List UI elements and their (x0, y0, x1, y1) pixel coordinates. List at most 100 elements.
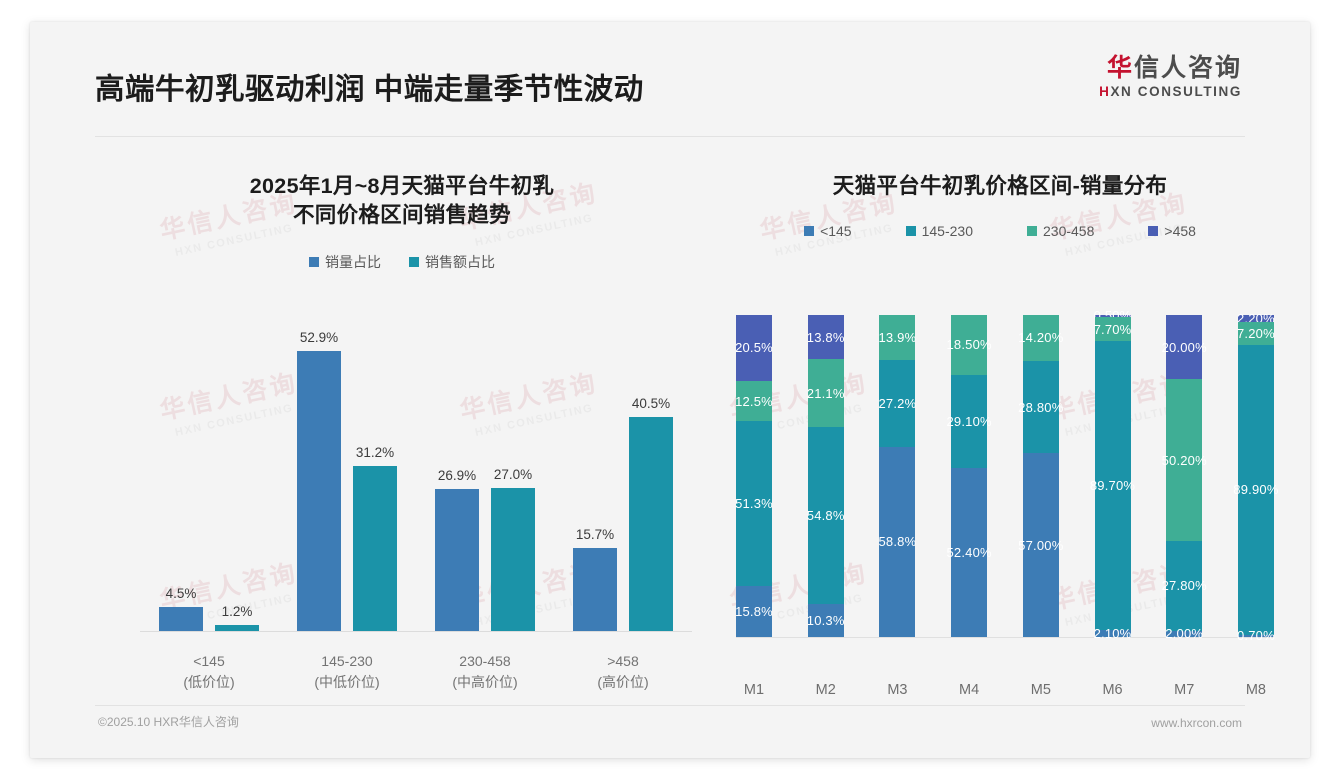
stacked-bar-segment[interactable]: 28.80% (1018, 360, 1063, 454)
bar-rect[interactable] (215, 624, 259, 631)
bar-column[interactable]: 4.5% (159, 325, 203, 631)
stacked-bar-segment[interactable]: 54.8% (807, 427, 844, 604)
bar-column[interactable]: 52.9% (297, 325, 341, 631)
stacked-bar-segment[interactable]: 2.00% (1165, 626, 1203, 641)
stacked-bar-segment[interactable]: 2.20% (1237, 311, 1275, 326)
bar-rect[interactable] (297, 351, 341, 631)
axis-category-main: 230-458 (459, 653, 511, 670)
bar-value-label: 27.0% (493, 467, 533, 483)
segment-value-label: 52.40% (946, 545, 992, 561)
stacked-bar-segment[interactable]: 20.00% (1162, 315, 1207, 380)
stacked-bar-segment[interactable]: 29.10% (946, 374, 992, 469)
bar-group: 26.9% 27.0% (416, 325, 554, 631)
bar-column[interactable]: 1.2% (215, 325, 259, 631)
stacked-bar-column[interactable]: 13.9% 27.2% 58.8% (878, 315, 917, 637)
segment-value-label: 14.20% (1018, 330, 1064, 346)
segment-value-label: 57.00% (1018, 537, 1064, 553)
bar-column[interactable]: 27.0% (491, 325, 535, 631)
bar-column[interactable]: 40.5% (629, 325, 673, 631)
legend-item-gt458[interactable]: >458 (1148, 223, 1196, 239)
segment-value-label: 0.70% (1236, 628, 1275, 644)
segment-value-label: 15.8% (735, 604, 773, 620)
segment-value-label: 27.80% (1161, 578, 1207, 594)
left-chart-title-line2: 不同价格区间销售趋势 (292, 203, 511, 228)
stacked-bar-column[interactable]: 0.50%7.70%89.70%2.10% (1090, 308, 1135, 641)
legend-label: <145 (820, 223, 852, 240)
legend-item-145-230[interactable]: 145-230 (905, 223, 973, 240)
bar-column[interactable]: 31.2% (353, 325, 397, 631)
slide-header: 高端牛初乳驱动利润 中端走量季节性波动 华信人咨询 HXN CONSULTING (30, 22, 1310, 122)
stacked-bar-segment[interactable]: 10.3% (807, 603, 844, 637)
segment-value-label: 51.3% (735, 496, 773, 512)
stacked-bar-segment[interactable]: 7.70% (1094, 316, 1131, 342)
left-chart-legend: 销量占比 销售额占比 (92, 252, 712, 272)
stacked-bar-segment[interactable]: 27.2% (878, 359, 917, 448)
legend-swatch-icon (309, 257, 319, 268)
footer-website[interactable]: www.hxrcon.com (1151, 716, 1242, 730)
stacked-bar-segment[interactable]: 27.80% (1162, 541, 1207, 631)
stacked-bar-segment[interactable]: 13.8% (807, 315, 844, 360)
stacked-bar-column[interactable]: 20.00% 50.20% 27.80% 2.00% (1162, 315, 1207, 641)
left-chart-title: 2025年1月~8月天猫平台牛初乳 不同价格区间销售趋势 (92, 150, 712, 230)
footer-divider (95, 705, 1245, 706)
stacked-bar-column[interactable]: 13.8% 21.1% 54.8% 10.3% (807, 315, 844, 637)
logo-english-accent: H (1099, 84, 1111, 100)
bar-value-label: 52.9% (299, 330, 339, 345)
legend-swatch-icon (905, 226, 916, 237)
segment-value-label: 89.90% (1233, 482, 1279, 498)
stacked-bar-segment[interactable]: 51.3% (735, 421, 773, 587)
stacked-bar-segment[interactable]: 15.8% (735, 586, 773, 637)
stacked-bar-segment[interactable]: 7.20% (1236, 322, 1275, 346)
stacked-bar-segment[interactable]: 2.10% (1094, 626, 1132, 641)
legend-item-revenue[interactable]: 销售额占比 (409, 252, 495, 272)
bar-rect[interactable] (573, 547, 617, 631)
bar-rect[interactable] (159, 607, 203, 631)
bar-rect[interactable] (629, 416, 673, 631)
segment-value-label: 2.10% (1093, 626, 1132, 642)
bar-group: 15.7% 40.5% (554, 325, 692, 631)
slide-canvas: 华信人咨询 HXN CONSULTING 华信人咨询 HXN CONSULTIN… (30, 22, 1310, 758)
bar-column[interactable]: 26.9% (435, 325, 479, 631)
right-chart-title: 天猫平台牛初乳价格区间-销量分布 (832, 174, 1168, 198)
logo-chinese: 华信人咨询 (1099, 55, 1242, 81)
segment-value-label: 29.10% (946, 413, 992, 429)
stacked-bar-segment[interactable]: 14.20% (1018, 315, 1063, 361)
stacked-bar-column[interactable]: 18.50% 29.10% 52.40% (946, 315, 992, 637)
stacked-bar-segment[interactable]: 89.90% (1233, 345, 1278, 635)
stacked-bar-column[interactable]: 14.20% 28.80% 57.00% (1018, 315, 1063, 637)
bar-column[interactable]: 15.7% (573, 325, 617, 631)
legend-item-230-458[interactable]: 230-458 (1027, 223, 1094, 239)
segment-value-label: 13.9% (878, 329, 917, 345)
segment-value-label: 27.2% (878, 396, 917, 412)
legend-item-volume[interactable]: 销量占比 (309, 252, 381, 272)
bar-value-label: 4.5% (165, 586, 197, 602)
segment-value-label: 58.8% (878, 534, 917, 550)
bar-value-label: 40.5% (631, 395, 671, 411)
stacked-bar-column[interactable]: 2.20% 7.20% 89.90% 0.70% (1233, 311, 1278, 643)
bar-rect[interactable] (353, 465, 397, 631)
bar-rect[interactable] (435, 488, 479, 631)
legend-item-lt145[interactable]: <145 (804, 223, 852, 239)
stacked-bar-segment[interactable]: 21.1% (807, 359, 844, 428)
stacked-bar-segment[interactable]: 52.40% (946, 468, 992, 637)
stacked-bar-segment[interactable]: 0.70% (1237, 628, 1275, 643)
axis-category-label: 145-230 (中低价位) (278, 651, 416, 692)
stacked-bar-segment[interactable]: 50.20% (1162, 379, 1207, 542)
axis-category-label: M8 (1245, 682, 1266, 698)
stacked-bar-column[interactable]: 20.5% 12.5% 51.3% 15.8% (735, 315, 773, 637)
bar-rect[interactable] (491, 488, 535, 631)
axis-category-label: M4 (959, 682, 980, 698)
bar-value-label: 1.2% (221, 603, 253, 619)
legend-label: 145-230 (921, 223, 973, 240)
segment-value-label: 7.20% (1236, 326, 1275, 342)
chart-panel-left: 2025年1月~8月天猫平台牛初乳 不同价格区间销售趋势 销量占比 销售额占比 … (92, 150, 712, 720)
stacked-bar-segment[interactable]: 58.8% (878, 447, 917, 637)
stacked-bar-segment[interactable]: 20.5% (735, 315, 773, 381)
stacked-bar-segment[interactable]: 89.70% (1090, 341, 1135, 631)
stacked-bar-segment[interactable]: 12.5% (735, 380, 773, 422)
page-title: 高端牛初乳驱动利润 中端走量季节性波动 (95, 73, 644, 106)
stacked-bar-segment[interactable]: 18.50% (946, 315, 992, 375)
stacked-bar-segment[interactable]: 57.00% (1018, 453, 1063, 637)
header-divider (95, 136, 1245, 137)
stacked-bar-segment[interactable]: 13.9% (878, 315, 917, 360)
